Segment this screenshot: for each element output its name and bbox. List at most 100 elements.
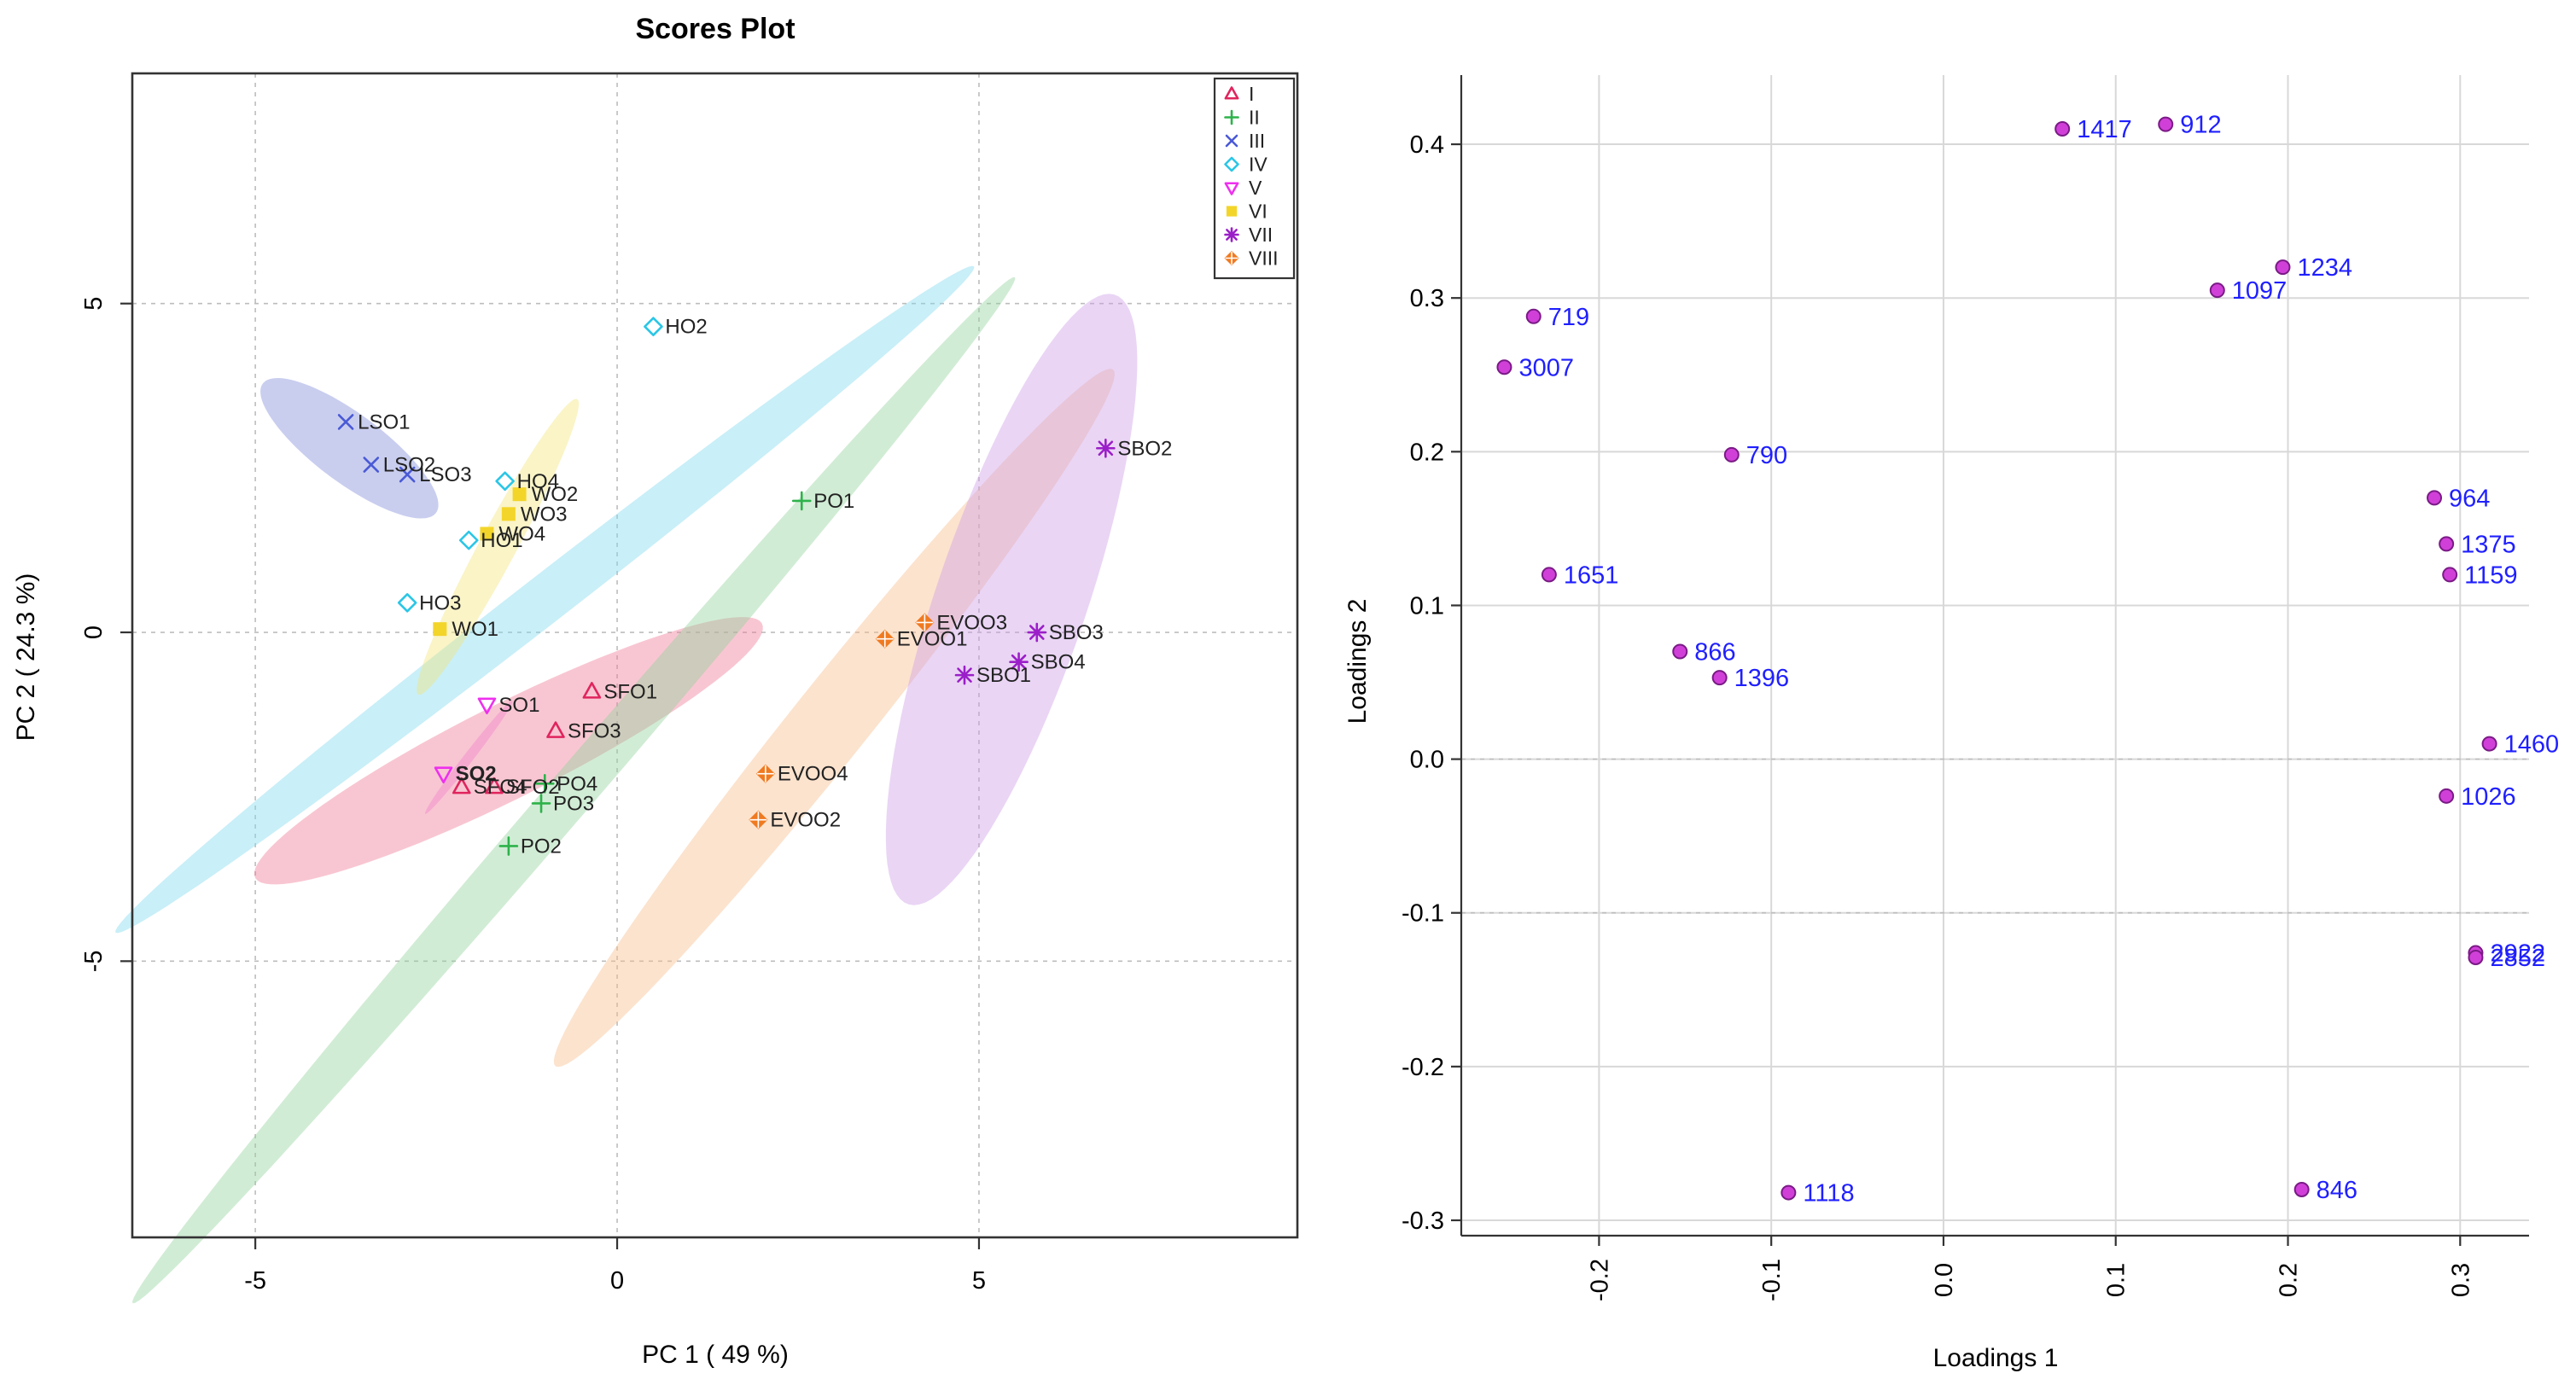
ellipse-group-v: [425, 701, 513, 814]
loadings-xtick-label-0-3: 0.3: [2447, 1263, 2474, 1297]
legend-label-iv: IV: [1249, 154, 1268, 176]
score-point-so1: [477, 697, 497, 715]
score-label-lso1: LSO1: [358, 410, 410, 434]
score-label-evoo3: EVOO3: [936, 611, 1007, 634]
score-label-sfo3: SFO3: [568, 720, 621, 743]
loading-point-1159: [2442, 567, 2458, 583]
ellipse-group-vii: [885, 294, 1138, 905]
scores-legend-box: [1213, 77, 1296, 280]
score-label-sfo4: SFO4: [474, 776, 527, 799]
scores-y-axis-label: PC 2 ( 24.3 %): [12, 573, 40, 742]
score-point-sfo1: [582, 682, 602, 699]
scores-ytick-label--5: -5: [80, 950, 108, 972]
score-point-wo2: [512, 487, 527, 502]
scores-plot-title: Scores Plot: [635, 13, 795, 45]
loading-label-912: 912: [2180, 112, 2221, 139]
loading-point-1118: [1780, 1184, 1797, 1201]
score-point-ho3: [397, 593, 417, 613]
scores-xtick-label--5: -5: [244, 1267, 266, 1295]
score-label-evoo4: EVOO4: [778, 763, 848, 786]
loading-label-790: 790: [1746, 442, 1787, 469]
score-point-sfo4: [452, 777, 471, 794]
loading-point-846: [2293, 1181, 2310, 1197]
score-point-sfo3: [546, 721, 565, 738]
loadings-y-axis-label: Loadings 2: [1343, 599, 1372, 725]
scores-x-axis-label: PC 1 ( 49 %): [642, 1341, 789, 1369]
scores-points: [337, 317, 1116, 856]
scores-plot: Scores Plot LSO1LSO2LSO3HO2HO4HO1HO3WO2W…: [12, 13, 1299, 1369]
score-point-po4: [534, 773, 555, 794]
legend-marker-iii: [1225, 134, 1238, 148]
loading-label-1234: 1234: [2297, 254, 2352, 282]
loading-point-964: [2427, 490, 2443, 506]
loadings-ytick-label-0-4: 0.4: [1410, 131, 1444, 159]
score-point-wo4: [480, 527, 494, 541]
score-label-sfo2: SFO2: [506, 776, 560, 799]
scores-x-ticks: -5 0 5: [244, 1237, 986, 1295]
score-label-wo1: WO1: [452, 618, 498, 641]
ellipse-group-i: [254, 617, 763, 885]
score-point-so2: [434, 766, 453, 784]
legend-marker-viii: [1224, 250, 1239, 266]
score-point-ho4: [495, 471, 515, 492]
loading-label-1159: 1159: [2464, 562, 2517, 589]
loading-point-719: [1525, 308, 1542, 324]
legend-marker-ii: [1224, 109, 1239, 125]
score-point-evoo3: [915, 613, 935, 632]
loadings-x-ticks: -0.2 -0.1 0.0 0.1 0.2 0.3: [1586, 1236, 2474, 1301]
loadings-gridlines: [1461, 75, 2529, 1236]
loading-point-2852: [2468, 949, 2484, 965]
loadings-ytick-label--0-3: -0.3: [1402, 1208, 1444, 1235]
loading-label-846: 846: [2317, 1177, 2357, 1204]
score-point-lso1: [337, 414, 354, 430]
loading-point-1097: [2209, 282, 2225, 299]
loading-label-1417: 1417: [2077, 116, 2132, 143]
loading-label-2852: 2852: [2490, 945, 2545, 972]
scores-gridlines: [132, 73, 1297, 1237]
score-label-po1: PO1: [813, 490, 854, 513]
score-point-po3: [531, 794, 551, 813]
loadings-ytick-label-0-3: 0.3: [1410, 285, 1444, 312]
score-label-sbo3: SBO3: [1049, 621, 1104, 644]
loading-point-912: [2158, 116, 2174, 132]
score-point-evoo2: [749, 810, 768, 829]
score-point-sbo2: [1096, 438, 1116, 458]
score-point-evoo1: [875, 629, 895, 649]
score-point-po1: [791, 491, 812, 511]
score-point-sfo2: [485, 777, 504, 794]
score-point-sbo4: [1009, 652, 1029, 672]
loadings-xtick-label--0-1: -0.1: [1758, 1259, 1786, 1301]
legend-label-v: V: [1249, 177, 1262, 199]
loadings-ytick-label-0-1: 0.1: [1410, 592, 1444, 620]
legend-label-vi: VI: [1249, 201, 1268, 223]
score-point-lso2: [363, 457, 380, 473]
score-point-wo1: [433, 622, 447, 637]
scores-ytick-label-0: 0: [80, 626, 108, 639]
loadings-xtick-label-0-2: 0.2: [2276, 1263, 2303, 1297]
loading-point-1026: [2439, 788, 2455, 804]
scores-plot-frame: [131, 72, 1299, 1239]
score-label-po2: PO2: [521, 835, 562, 858]
score-label-sbo1: SBO1: [976, 664, 1031, 687]
score-label-lso2: LSO2: [383, 454, 435, 477]
loadings-xtick-label-0: 0.0: [1931, 1263, 1958, 1297]
scores-ytick-label-5: 5: [80, 297, 108, 311]
legend-marker-vii: [1224, 227, 1239, 242]
score-label-lso3: LSO3: [419, 463, 471, 486]
legend-label-i: I: [1249, 83, 1254, 105]
loadings-axes: [1460, 75, 2529, 1237]
score-label-sfo1: SFO1: [603, 680, 657, 703]
loadings-x-axis-label: Loadings 1: [1933, 1344, 2059, 1372]
score-label-ho1: HO1: [481, 529, 522, 552]
score-point-evoo4: [755, 764, 775, 783]
loading-label-964: 964: [2449, 485, 2490, 512]
loadings-ytick-label--0-1: -0.1: [1402, 900, 1444, 928]
legend-label-vii: VII: [1249, 224, 1273, 246]
loading-label-1651: 1651: [1564, 562, 1619, 589]
loading-label-719: 719: [1548, 304, 1589, 331]
score-label-po4: PO4: [557, 772, 597, 795]
loading-point-1375: [2439, 536, 2455, 552]
